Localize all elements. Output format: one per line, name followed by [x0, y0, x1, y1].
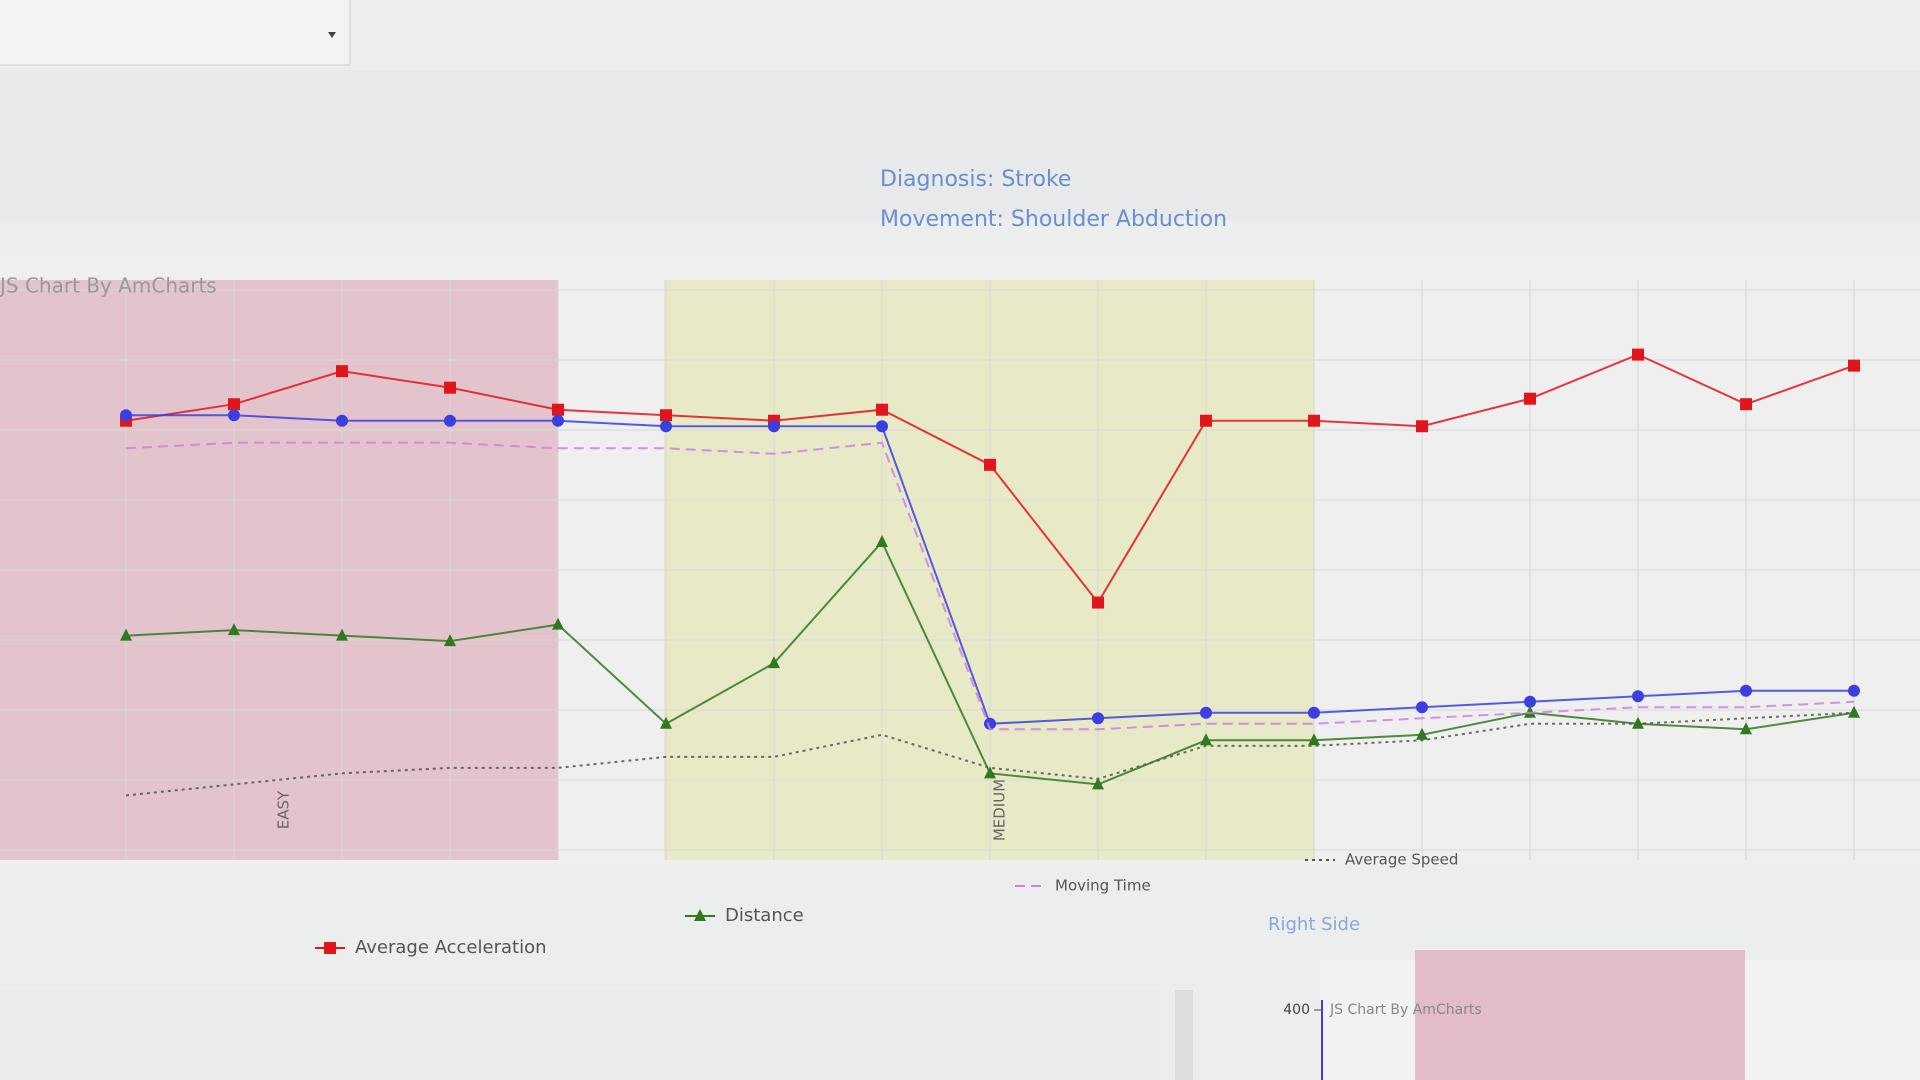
- point: [1740, 684, 1752, 697]
- point: [120, 628, 132, 641]
- series-line: [125, 711, 1855, 797]
- point: [444, 381, 456, 394]
- left-chart-panel: [0, 990, 1160, 1080]
- point: [876, 534, 888, 547]
- point: [552, 403, 564, 416]
- legend-label: Average Acceleration: [355, 937, 547, 958]
- point: [228, 409, 240, 422]
- point: [1416, 701, 1428, 714]
- point: [1848, 359, 1860, 372]
- point: [1200, 706, 1212, 719]
- point: [660, 716, 672, 729]
- point: [336, 628, 348, 641]
- band-label: MEDIUM: [991, 779, 1009, 841]
- point: [552, 414, 564, 427]
- point: [228, 623, 240, 636]
- point: [444, 634, 456, 647]
- point: [444, 414, 456, 427]
- point: [876, 403, 888, 416]
- point: [1848, 684, 1860, 697]
- header-panel: [0, 70, 1920, 220]
- point: [552, 617, 564, 630]
- point: [1524, 392, 1536, 405]
- band-label: EASY: [275, 790, 293, 829]
- point: [1200, 733, 1212, 746]
- point: [1308, 706, 1320, 719]
- point: [1092, 712, 1104, 725]
- dropdown-arrow: [328, 32, 336, 38]
- point: [1092, 777, 1104, 790]
- point: [1848, 705, 1860, 718]
- legend-label: Average Speed: [1345, 851, 1458, 869]
- point: [1740, 722, 1752, 735]
- point: [660, 409, 672, 422]
- point: [1740, 398, 1752, 411]
- point: [1416, 727, 1428, 740]
- point: [1632, 690, 1644, 703]
- right-credit: JS Chart By AmCharts: [1329, 1002, 1482, 1018]
- point: [768, 420, 780, 433]
- dropdown[interactable]: [0, 0, 351, 66]
- point: [120, 409, 132, 422]
- legend-marker: [324, 942, 336, 954]
- legend-marker: [694, 909, 706, 921]
- point: [768, 656, 780, 669]
- point: [1308, 414, 1320, 427]
- point: [984, 766, 996, 779]
- point: [1416, 420, 1428, 433]
- right-band: [1415, 950, 1745, 1080]
- point: [660, 420, 672, 433]
- point: [336, 414, 348, 427]
- chart-credit: JS Chart By AmCharts: [0, 274, 217, 298]
- diagnosis: Diagnosis: Stroke: [880, 167, 1071, 192]
- scrollbar: [1175, 990, 1193, 1080]
- legend-label: Moving Time: [1055, 877, 1151, 895]
- point: [1308, 733, 1320, 746]
- series-line: [125, 441, 1855, 731]
- right-side-title: Right Side: [1268, 914, 1360, 935]
- point: [1524, 695, 1536, 708]
- movement: Movement: Shoulder Abduction: [880, 207, 1227, 232]
- point: [228, 398, 240, 411]
- point: [1092, 596, 1104, 609]
- point: [1632, 348, 1644, 361]
- y-tick-label: 400: [1283, 1002, 1310, 1018]
- point: [984, 717, 996, 730]
- legend-label: Distance: [725, 905, 804, 926]
- point: [1200, 414, 1212, 427]
- point: [876, 420, 888, 433]
- point: [984, 458, 996, 471]
- point: [336, 365, 348, 378]
